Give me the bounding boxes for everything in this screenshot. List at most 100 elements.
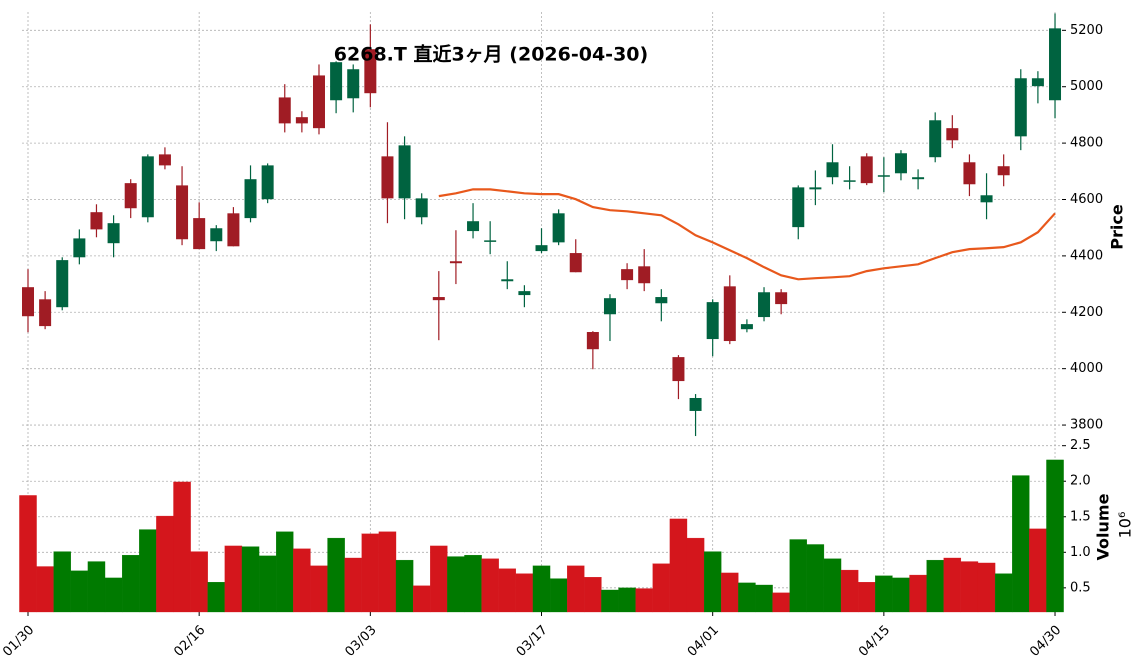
x-tick-label: 04/01 xyxy=(685,623,722,660)
marks-layer xyxy=(19,13,1064,613)
candle-body xyxy=(1031,78,1044,87)
volume-bar xyxy=(293,548,311,613)
volume-bar xyxy=(121,554,140,613)
y-tick-label: 0.5 xyxy=(1070,580,1091,595)
candle-body xyxy=(278,97,291,124)
candle-body xyxy=(432,297,445,301)
candle-body xyxy=(381,156,394,199)
volume-bar xyxy=(515,573,534,613)
volume-bar xyxy=(960,561,979,613)
volume-bar xyxy=(361,533,380,613)
volume-offset-label: 10⁶ xyxy=(1116,512,1135,539)
candle-body xyxy=(261,165,274,200)
volume-bar xyxy=(36,566,54,613)
candle-body xyxy=(621,269,634,281)
volume-bar xyxy=(241,546,260,613)
candle-body xyxy=(141,156,154,218)
candle-body xyxy=(518,291,531,296)
volume-bar xyxy=(139,529,157,613)
volume-bar xyxy=(789,539,807,613)
candle-body xyxy=(912,177,925,180)
y-tick-label: 3800 xyxy=(1070,418,1103,433)
y-tick-label: 4400 xyxy=(1070,248,1103,263)
candle-body xyxy=(877,175,890,177)
candle-body xyxy=(946,128,959,141)
volume-bar xyxy=(53,551,71,613)
volume-bar xyxy=(87,561,106,613)
volume-bar xyxy=(430,545,448,613)
volume-bar xyxy=(344,557,362,613)
candle-body xyxy=(843,180,856,182)
volume-bar xyxy=(601,589,619,613)
candle-body xyxy=(107,223,120,244)
candle-body xyxy=(39,299,52,327)
candle-body xyxy=(467,221,480,232)
price-axis-label: Price xyxy=(1108,204,1127,250)
volume-bar xyxy=(994,573,1013,613)
volume-bar xyxy=(464,554,482,613)
candle-body xyxy=(312,75,325,129)
moving-average-line xyxy=(438,188,1056,281)
volume-bar xyxy=(498,568,516,613)
x-tick-label: 01/30 xyxy=(0,623,37,660)
volume-bar xyxy=(190,551,208,613)
x-tick-label: 03/17 xyxy=(514,623,551,660)
candle-body xyxy=(415,198,428,218)
volume-bar xyxy=(909,574,927,613)
volume-bar xyxy=(703,551,722,613)
candle-body xyxy=(997,166,1010,176)
candle-body xyxy=(73,238,86,258)
volume-bar xyxy=(1029,528,1047,613)
y-tick-label: 1.0 xyxy=(1070,545,1091,560)
candle-body xyxy=(586,332,599,350)
volume-bar xyxy=(207,581,225,613)
candle-body xyxy=(894,153,907,174)
volume-bar xyxy=(447,556,465,613)
candle-body xyxy=(723,286,736,342)
candle-body xyxy=(552,213,565,243)
volume-bar xyxy=(70,570,89,613)
candle-body xyxy=(929,120,942,158)
candle-body xyxy=(193,218,206,250)
y-tick-label: 5000 xyxy=(1070,79,1103,94)
volume-bar xyxy=(772,592,790,613)
candle-body xyxy=(655,297,668,304)
y-tick-label: 5200 xyxy=(1070,23,1103,38)
y-tick-label: 4800 xyxy=(1070,136,1103,151)
x-tick-label: 03/03 xyxy=(343,623,380,660)
candle-body xyxy=(244,179,257,219)
x-tick-label: 04/30 xyxy=(1027,623,1064,660)
volume-bar xyxy=(635,588,653,613)
volume-bar xyxy=(840,569,859,613)
volume-bar xyxy=(755,584,773,613)
candle-body xyxy=(706,302,719,340)
candle-body xyxy=(689,397,702,411)
volume-bar xyxy=(721,572,739,613)
volume-bar xyxy=(173,481,191,613)
chart-title: 6268.T 直近3ヶ月 (2026-04-30) xyxy=(334,43,648,66)
candle-body xyxy=(740,324,753,330)
volume-bar xyxy=(686,537,705,613)
candle-body xyxy=(176,185,189,240)
candle-body xyxy=(449,261,462,264)
candle-body xyxy=(638,266,651,284)
volume-bar xyxy=(276,531,294,613)
volume-bar xyxy=(224,545,243,613)
volume-bar xyxy=(104,577,123,613)
candle-body xyxy=(22,287,34,317)
y-tick-label: 1.5 xyxy=(1070,509,1091,524)
candle-body xyxy=(210,228,223,242)
candle-body xyxy=(295,117,308,124)
candle-body xyxy=(158,154,171,166)
candle-body xyxy=(398,145,411,199)
volume-bar xyxy=(327,537,345,613)
volume-bar xyxy=(875,575,893,613)
candle-body xyxy=(364,49,377,94)
volume-bar xyxy=(1046,459,1064,613)
candle-body xyxy=(56,260,69,308)
candle-body xyxy=(603,298,616,315)
y-tick-label: 4600 xyxy=(1070,192,1103,207)
y-tick-label: 4200 xyxy=(1070,305,1103,320)
candle-body xyxy=(860,156,873,184)
